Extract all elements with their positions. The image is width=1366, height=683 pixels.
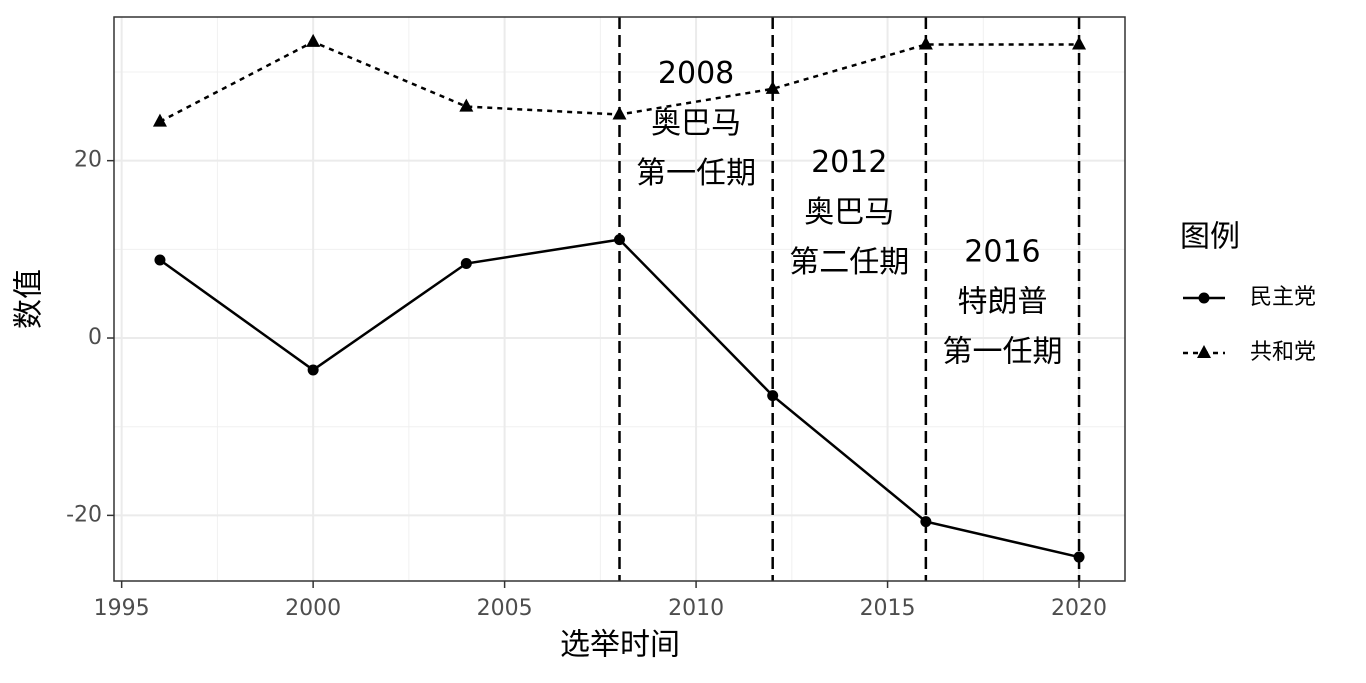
point bbox=[767, 390, 779, 402]
point bbox=[765, 80, 780, 94]
legend-marker bbox=[1197, 345, 1211, 358]
legend-label: 民主党 bbox=[1250, 285, 1316, 310]
annotation: 奥巴马 bbox=[804, 195, 894, 230]
annotation: 奥巴马 bbox=[651, 106, 741, 141]
x-tick-label: 2005 bbox=[477, 596, 533, 621]
point bbox=[920, 516, 932, 528]
point bbox=[1073, 551, 1085, 563]
point bbox=[459, 98, 474, 112]
x-tick-label: 2000 bbox=[285, 596, 341, 621]
x-tick-label: 2015 bbox=[860, 596, 916, 621]
point bbox=[460, 258, 472, 270]
point bbox=[1072, 36, 1087, 50]
annotation: 第二任期 bbox=[789, 245, 909, 280]
x-axis-title: 选举时间 bbox=[560, 628, 680, 663]
annotation: 第一任期 bbox=[942, 334, 1062, 369]
point bbox=[614, 234, 625, 246]
point bbox=[918, 36, 933, 50]
point bbox=[306, 33, 321, 47]
point bbox=[612, 106, 627, 120]
legend-title: 图例 bbox=[1180, 220, 1240, 255]
x-tick-label: 1995 bbox=[94, 596, 150, 621]
x-tick-label: 2010 bbox=[668, 596, 724, 621]
y-tick-label: -20 bbox=[66, 502, 102, 527]
annotation: 第一任期 bbox=[636, 156, 756, 191]
legend-marker bbox=[1198, 292, 1210, 304]
annotation: 2008 bbox=[658, 56, 734, 91]
annotation: 2012 bbox=[811, 145, 887, 180]
point bbox=[154, 254, 166, 266]
plot-border bbox=[113, 16, 1126, 582]
annotation: 2016 bbox=[964, 234, 1040, 269]
annotation: 特朗普 bbox=[957, 284, 1047, 319]
x-tick-label: 2020 bbox=[1051, 596, 1107, 621]
y-tick-label: 0 bbox=[88, 325, 102, 350]
point bbox=[307, 364, 319, 376]
y-tick-label: 20 bbox=[74, 148, 102, 173]
legend-label: 共和党 bbox=[1250, 340, 1316, 365]
point bbox=[152, 113, 167, 127]
y-axis-title: 数值 bbox=[12, 269, 47, 329]
